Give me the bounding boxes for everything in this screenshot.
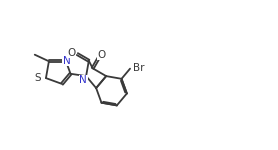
- Text: Br: Br: [133, 63, 144, 73]
- Text: S: S: [35, 73, 41, 83]
- Text: N: N: [63, 56, 71, 66]
- Text: O: O: [97, 50, 106, 60]
- Text: O: O: [68, 48, 76, 58]
- Text: N: N: [80, 75, 87, 85]
